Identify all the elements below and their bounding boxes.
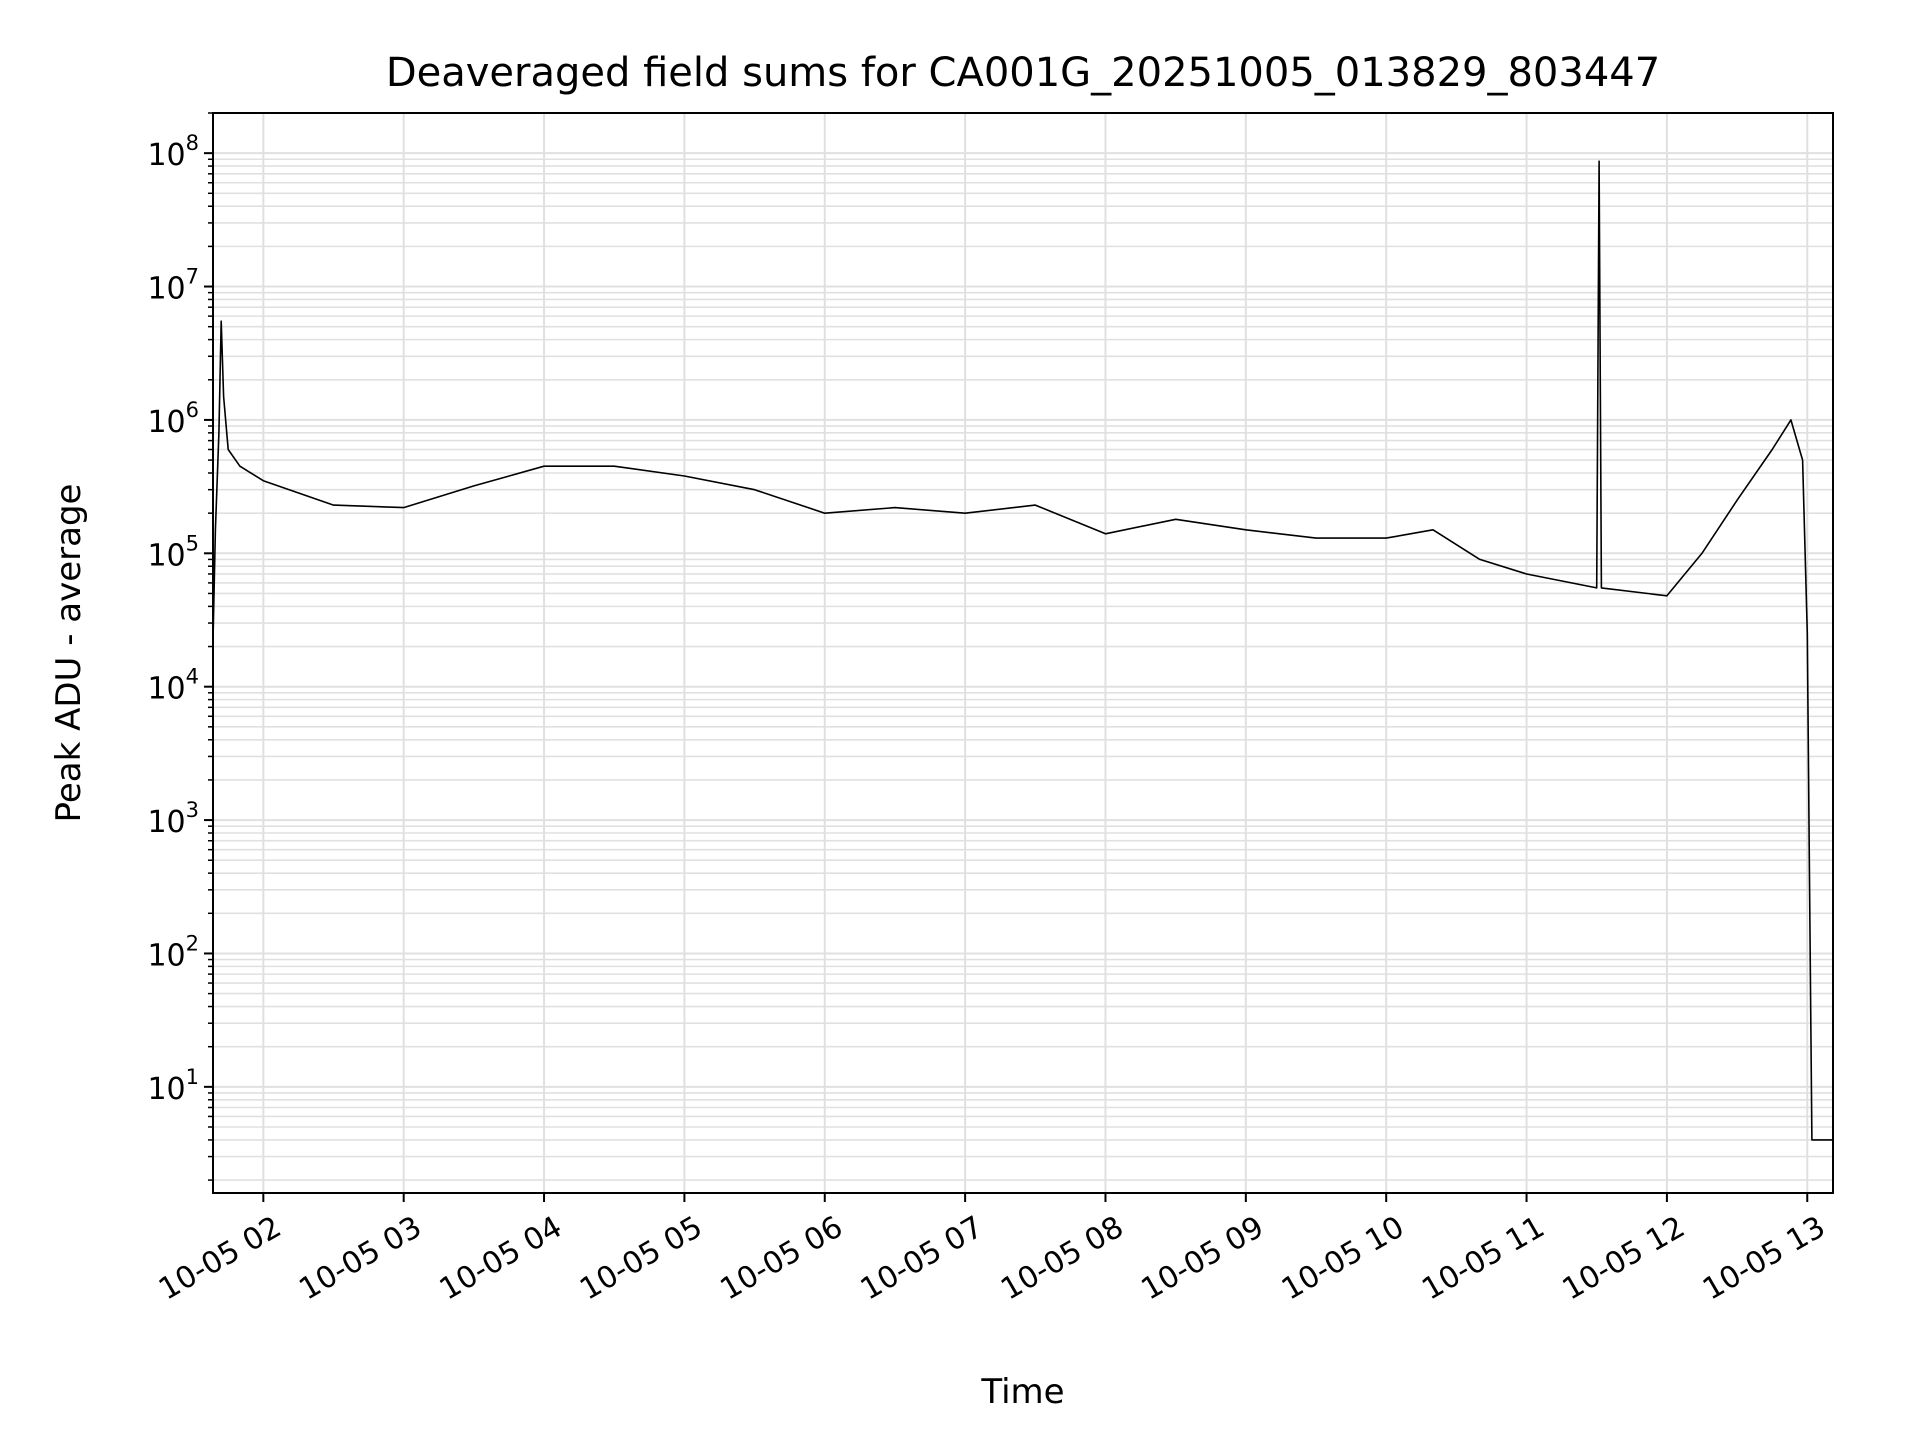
y-tick-label-base: 10 (147, 1072, 185, 1107)
y-tick-label-exponent: 4 (186, 665, 199, 689)
y-tick-label-base: 10 (147, 138, 185, 173)
y-tick-label-exponent: 5 (186, 531, 199, 555)
y-tick-label-exponent: 1 (186, 1065, 199, 1089)
y-tick-label: 107 (147, 265, 199, 307)
y-tick-label-exponent: 3 (186, 798, 199, 822)
y-tick-label: 108 (147, 131, 199, 173)
y-tick-label-exponent: 6 (186, 398, 199, 422)
y-axis-title: Peak ADU - average (49, 484, 89, 823)
y-tick-label-exponent: 7 (186, 265, 199, 289)
y-tick-label: 101 (147, 1065, 199, 1107)
y-tick-label: 102 (147, 931, 199, 973)
y-tick-label: 106 (147, 398, 199, 440)
y-tick-label: 104 (147, 665, 199, 707)
y-tick-label: 105 (147, 531, 199, 573)
x-axis-title: Time (980, 1372, 1064, 1412)
y-tick-label-exponent: 8 (186, 131, 199, 155)
y-tick-label-base: 10 (147, 272, 185, 307)
y-tick-label-base: 10 (147, 405, 185, 440)
y-tick-label-base: 10 (147, 672, 185, 707)
y-tick-label: 103 (147, 798, 199, 840)
y-tick-label-base: 10 (147, 938, 185, 973)
plot-area (212, 160, 1833, 1141)
plot-frame (212, 112, 1834, 1194)
y-tick-label-base: 10 (147, 805, 185, 840)
grid (213, 112, 1833, 1193)
y-tick-label-exponent: 2 (186, 931, 199, 955)
y-tick-label-base: 10 (147, 538, 185, 573)
chart-title: Deaveraged field sums for CA001G_2025100… (386, 50, 1660, 96)
series-line (212, 160, 1833, 1141)
